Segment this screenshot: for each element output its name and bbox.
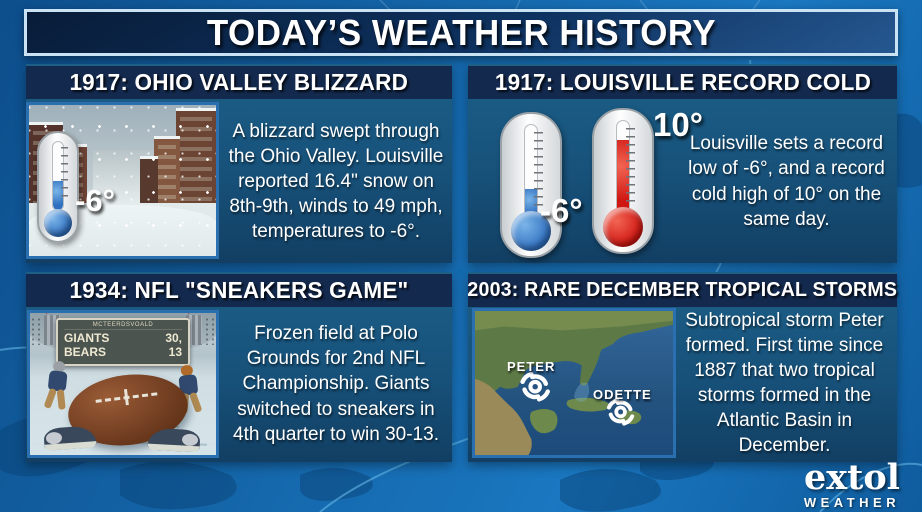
panel-title: 1934: NFL "SNEAKERS GAME": [69, 277, 409, 303]
panel-header-bar: 1917: OHIO VALLEY BLIZZARD: [26, 66, 452, 99]
storm-label-odette: ODETTE: [593, 387, 652, 402]
football-player: [41, 360, 72, 414]
panel-nfl-sneakers-game: 1934: NFL "SNEAKERS GAME" MCTEERDSVOALD …: [26, 272, 452, 462]
panel-header-bar: 1917: LOUISVILLE RECORD COLD: [468, 66, 897, 99]
floodlight-tower: [186, 313, 202, 345]
thermometer-icon: [37, 131, 79, 243]
title-banner: TODAY’S WEATHER HISTORY: [24, 9, 898, 56]
warm-thermometer-icon: [592, 108, 654, 254]
hurricane-icon-odette: [606, 398, 635, 426]
temperature-label: -6°: [75, 183, 115, 218]
station-logo: extol WEATHER: [788, 456, 916, 510]
panel-header-bar: 1934: NFL "SNEAKERS GAME": [26, 274, 452, 307]
page-title: TODAY’S WEATHER HISTORY: [206, 11, 716, 53]
panel-title: 1917: OHIO VALLEY BLIZZARD: [69, 69, 409, 95]
sneakers-game-image: MCTEERDSVOALD GIANTS 30, BEARS 13: [27, 310, 219, 458]
satellite-map: [475, 311, 673, 455]
record-high-label: 10°: [653, 106, 703, 143]
blizzard-scene-image: -6°: [26, 102, 219, 259]
logo-tagline-text: WEATHER: [803, 495, 901, 510]
panel-header-bar: 2003: RARE DECEMBER TROPICAL STORMS: [468, 274, 897, 307]
scoreboard-title: MCTEERDSVOALD: [64, 322, 182, 330]
panel-body-text: Louisville sets a record low of -6°, and…: [688, 133, 885, 230]
logo-brand-text: extol: [804, 456, 900, 498]
panel-december-tropical-storms: 2003: RARE DECEMBER TROPICAL STORMS: [468, 272, 897, 462]
hurricane-icon-peter: [520, 371, 550, 402]
panel-title: 1917: LOUISVILLE RECORD COLD: [494, 69, 871, 95]
tropical-storm-map: PETER ODETTE: [472, 308, 676, 458]
panel-ohio-valley-blizzard: 1917: OHIO VALLEY BLIZZARD -6° A blizzar…: [26, 64, 452, 263]
record-low-label: -6°: [540, 192, 583, 229]
panel-title: 2003: RARE DECEMBER TROPICAL STORMS: [467, 279, 898, 301]
panel-louisville-record-cold: 1917: LOUISVILLE RECORD COLD -6° 10° Lou…: [468, 64, 897, 263]
scoreboard: MCTEERDSVOALD GIANTS 30, BEARS 13: [56, 318, 190, 366]
scoreboard-row-home: GIANTS 30,: [64, 331, 182, 345]
panel-body-text: Frozen field at Polo Grounds for 2nd NFL…: [233, 323, 439, 445]
scoreboard-row-away: BEARS 13: [64, 344, 182, 359]
panel-body-text: Subtropical storm Peter formed. First ti…: [685, 309, 884, 457]
cold-thermometer-icon: [500, 112, 562, 258]
panel-body-text: A blizzard swept through the Ohio Valley…: [228, 120, 444, 243]
storm-label-peter: PETER: [507, 359, 556, 374]
